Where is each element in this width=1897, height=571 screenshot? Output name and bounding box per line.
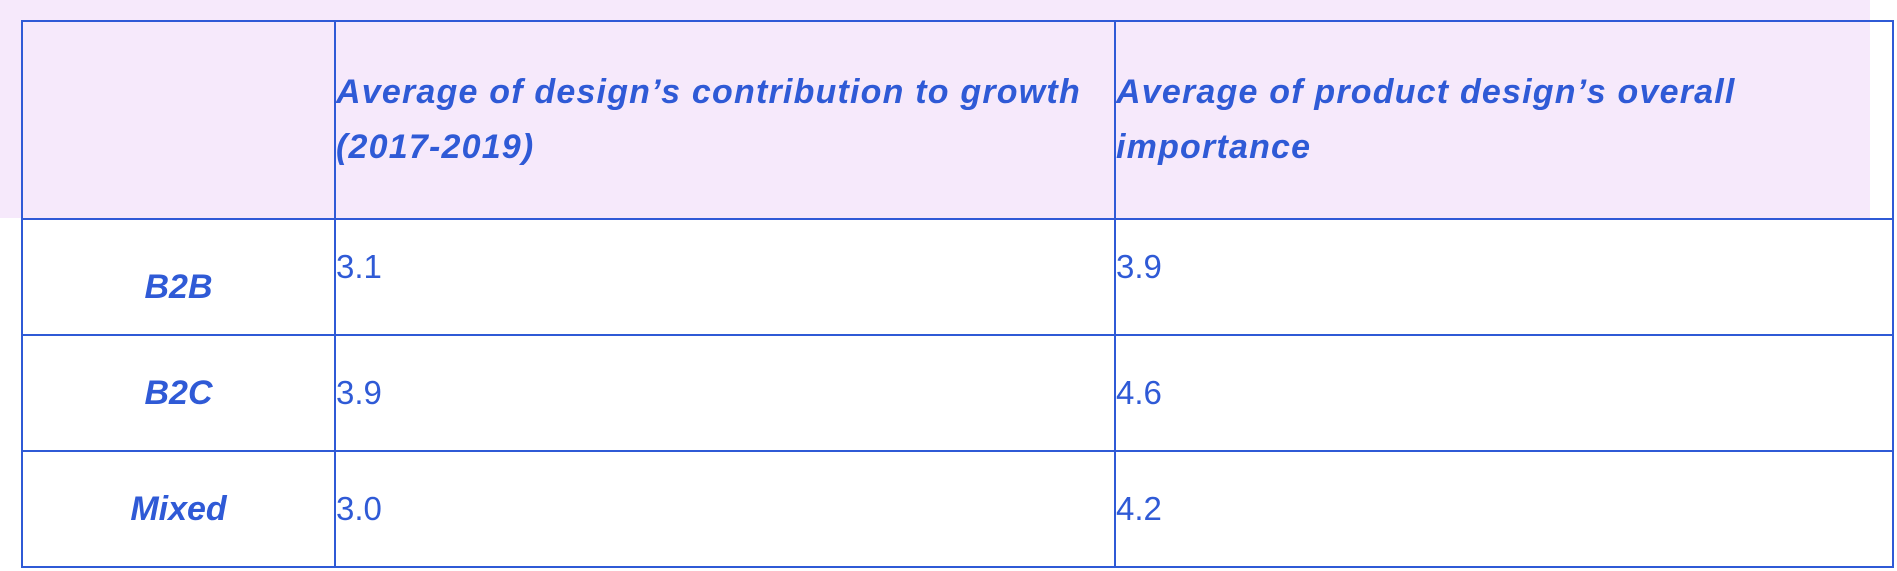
table-header-row: Average of design’s contribution to grow… [21,20,1894,220]
row-label-mixed: Mixed [21,450,336,568]
column-header-contribution-to-growth: Average of design’s contribution to grow… [334,20,1116,220]
cell-b2c-importance: 4.6 [1114,334,1894,452]
cell-b2c-contribution: 3.9 [334,334,1116,452]
row-label-b2b: B2B [21,218,336,336]
data-table: Average of design’s contribution to grow… [21,20,1894,568]
cell-mixed-contribution: 3.0 [334,450,1116,568]
corner-cell [21,20,336,220]
table-row: B2C 3.9 4.6 [21,334,1894,452]
table-row: Mixed 3.0 4.2 [21,450,1894,568]
table-row: B2B 3.1 3.9 [21,218,1894,336]
cell-b2b-importance: 3.9 [1114,218,1894,336]
row-label-b2c: B2C [21,334,336,452]
cell-b2b-contribution: 3.1 [334,218,1116,336]
column-header-overall-importance: Average of product design’s overall impo… [1114,20,1894,220]
cell-mixed-importance: 4.2 [1114,450,1894,568]
